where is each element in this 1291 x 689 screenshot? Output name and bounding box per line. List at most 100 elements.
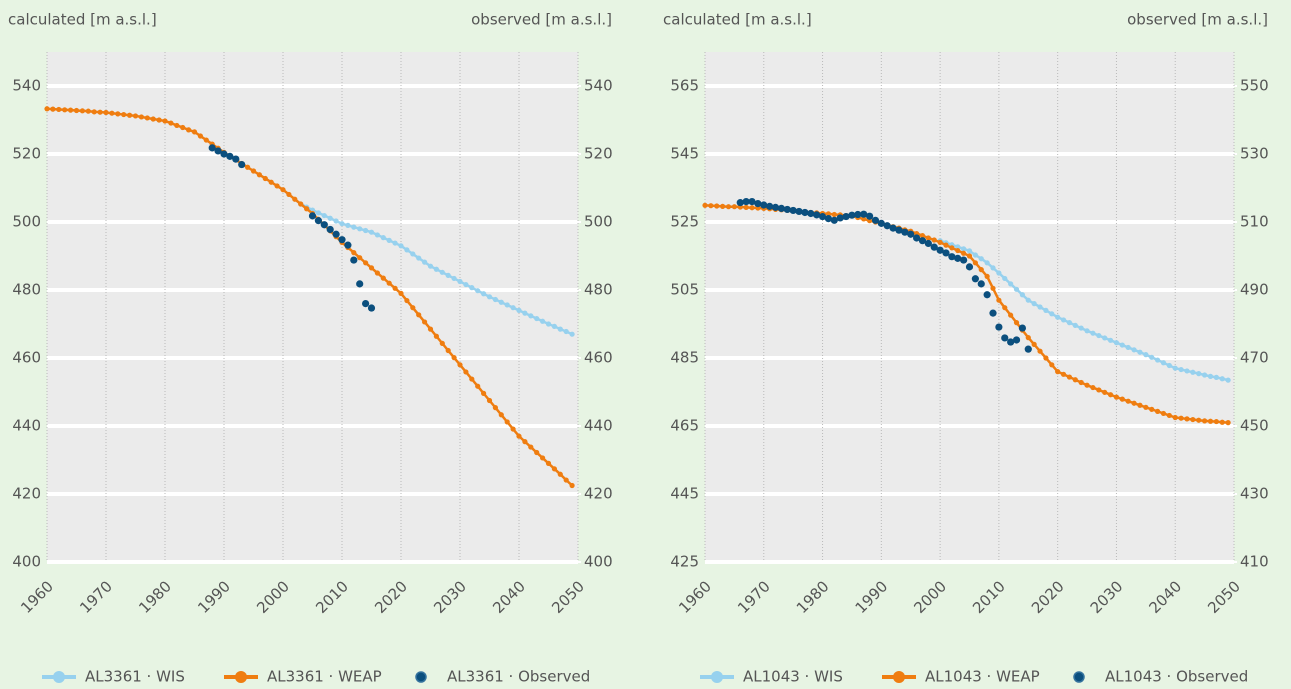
- data-point: [392, 285, 398, 291]
- data-point: [1096, 332, 1102, 339]
- data-point: [949, 245, 955, 251]
- data-point: [250, 168, 257, 174]
- data-point: [1007, 338, 1015, 346]
- y2-axis-title: observed [m a.s.l.]: [1127, 11, 1268, 29]
- data-point: [1002, 305, 1008, 311]
- data-point: [557, 471, 563, 477]
- data-point: [1113, 340, 1120, 346]
- data-point: [363, 227, 369, 234]
- data-point: [516, 433, 522, 439]
- data-point: [1119, 396, 1125, 402]
- data-point: [457, 362, 463, 368]
- data-point: [1001, 334, 1009, 342]
- data-point: [339, 221, 345, 227]
- data-point: [422, 259, 428, 265]
- y-tick-label: 520: [12, 145, 41, 163]
- data-point: [1172, 365, 1178, 371]
- x-tick-label: 1970: [734, 577, 774, 617]
- data-point: [180, 124, 186, 131]
- data-point: [1154, 408, 1161, 414]
- data-point: [743, 204, 749, 210]
- x-tick-label: 1970: [76, 577, 116, 617]
- data-point: [861, 216, 867, 222]
- data-point: [427, 263, 434, 269]
- data-point: [410, 251, 416, 257]
- data-point: [174, 122, 180, 129]
- data-point: [1202, 418, 1208, 424]
- data-point: [1207, 418, 1214, 424]
- data-point: [1090, 384, 1096, 391]
- data-point: [865, 212, 874, 220]
- data-point: [534, 315, 540, 322]
- y2-tick-label: 460: [584, 349, 613, 367]
- data-point: [1078, 379, 1084, 386]
- data-point: [109, 110, 115, 116]
- data-point: [551, 466, 558, 472]
- data-point: [367, 304, 376, 312]
- data-point: [286, 191, 292, 198]
- data-point: [984, 260, 990, 266]
- data-point: [954, 254, 962, 262]
- y2-tick-label: 550: [1240, 77, 1269, 95]
- data-point: [481, 291, 487, 297]
- data-point: [510, 305, 516, 311]
- data-point: [1043, 307, 1049, 313]
- data-point: [404, 247, 410, 253]
- data-point: [789, 206, 797, 215]
- data-point: [427, 326, 434, 332]
- data-point: [433, 333, 439, 339]
- data-point: [1060, 317, 1067, 323]
- data-point: [315, 210, 321, 216]
- data-point: [91, 109, 97, 115]
- legend-label: AL3361 · WIS: [85, 668, 185, 686]
- data-point: [825, 211, 832, 217]
- data-point: [1160, 410, 1167, 417]
- y-tick-label: 540: [12, 77, 41, 95]
- data-point: [813, 211, 821, 219]
- data-point: [972, 252, 978, 258]
- data-point: [1060, 371, 1067, 377]
- x-tick-label: 2000: [910, 577, 950, 617]
- x-tick-label: 1960: [675, 577, 715, 617]
- data-point: [298, 201, 304, 207]
- data-point: [995, 323, 1003, 331]
- data-point: [807, 209, 815, 218]
- data-point: [398, 243, 404, 249]
- data-point: [498, 299, 504, 305]
- data-point: [356, 280, 364, 288]
- data-point: [220, 150, 228, 158]
- data-point: [410, 305, 416, 311]
- data-point: [1066, 320, 1073, 326]
- data-point: [978, 256, 984, 262]
- plot-background: [47, 52, 578, 562]
- data-point: [919, 233, 926, 239]
- y-tick-label: 420: [12, 485, 41, 503]
- data-point: [557, 326, 563, 332]
- legend-label: AL1043 · WEAP: [925, 668, 1040, 686]
- data-point: [1031, 341, 1037, 347]
- data-point: [232, 155, 240, 163]
- y2-tick-label: 410: [1240, 553, 1269, 571]
- data-point: [308, 212, 317, 220]
- y-tick-label: 425: [670, 553, 699, 571]
- data-point: [877, 219, 885, 227]
- data-point: [422, 319, 428, 325]
- data-point: [1166, 362, 1172, 369]
- data-point: [492, 296, 498, 303]
- data-point: [1225, 420, 1231, 426]
- x-tick-label: 2040: [489, 577, 529, 617]
- data-point: [766, 202, 774, 210]
- data-point: [486, 294, 493, 300]
- data-point: [245, 164, 251, 170]
- data-point: [380, 275, 386, 281]
- data-point: [510, 426, 516, 432]
- data-point: [344, 241, 352, 249]
- data-point: [961, 250, 967, 256]
- data-point: [984, 273, 990, 279]
- data-point: [1078, 325, 1084, 331]
- data-point: [1019, 292, 1025, 298]
- data-point: [463, 281, 469, 288]
- data-point: [345, 222, 351, 228]
- data-point: [1119, 342, 1125, 348]
- data-point: [416, 255, 422, 261]
